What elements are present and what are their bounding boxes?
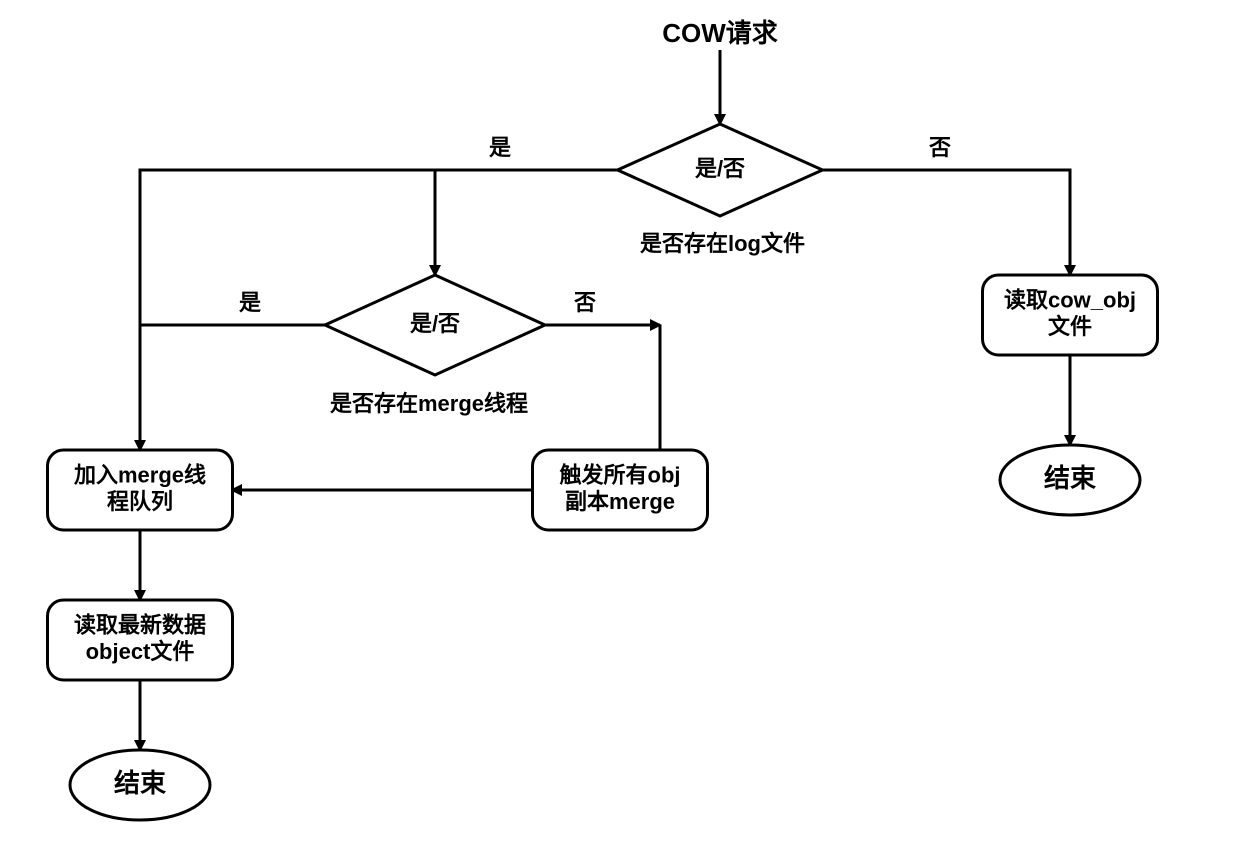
edge-e_d1_no — [823, 170, 1070, 275]
node-p_queue: 加入merge线程队列 — [48, 450, 233, 530]
node-end_left: 结束 — [70, 750, 210, 820]
node-end_right: 结束 — [1000, 445, 1140, 515]
nodes-layer: COW请求是/否是否存在log文件是/否是否存在merge线程读取cow_obj… — [48, 18, 1158, 820]
svg-text:object文件: object文件 — [86, 639, 195, 664]
node-p_read_obj: 读取最新数据object文件 — [48, 600, 233, 680]
svg-text:是/否: 是/否 — [695, 156, 745, 181]
node-d1: 是/否 — [618, 124, 823, 216]
flowchart-canvas: 是否是否 COW请求是/否是否存在log文件是/否是否存在merge线程读取co… — [0, 0, 1240, 844]
node-d2_caption: 是否存在merge线程 — [330, 391, 528, 416]
svg-text:结束: 结束 — [1044, 463, 1097, 493]
svg-text:是否存在log文件: 是否存在log文件 — [640, 231, 805, 256]
edges-layer: 是否是否 — [140, 50, 1070, 750]
node-d2: 是/否 — [325, 275, 545, 375]
edge-label-e_d2_yes: 是 — [239, 290, 261, 315]
edge-label-e_d1_yes: 是 — [489, 135, 511, 160]
svg-text:程队列: 程队列 — [107, 489, 173, 514]
svg-text:触发所有obj: 触发所有obj — [560, 463, 681, 488]
node-p_trigger: 触发所有obj副本merge — [533, 450, 708, 530]
edge-label-e_d2_no: 否 — [573, 290, 596, 315]
node-p_read_cow: 读取cow_obj文件 — [983, 275, 1158, 355]
edge-label-e_d1_no: 否 — [928, 135, 951, 160]
svg-text:读取最新数据: 读取最新数据 — [74, 613, 206, 638]
svg-text:副本merge: 副本merge — [565, 489, 675, 514]
node-d1_caption: 是否存在log文件 — [640, 231, 805, 256]
svg-text:COW请求: COW请求 — [662, 18, 778, 48]
svg-text:读取cow_obj: 读取cow_obj — [1004, 288, 1136, 313]
svg-text:加入merge线: 加入merge线 — [73, 463, 206, 488]
node-start: COW请求 — [662, 18, 778, 48]
svg-text:文件: 文件 — [1048, 314, 1092, 339]
svg-text:结束: 结束 — [114, 768, 167, 798]
svg-text:是/否: 是/否 — [410, 311, 460, 336]
svg-text:是否存在merge线程: 是否存在merge线程 — [330, 391, 528, 416]
